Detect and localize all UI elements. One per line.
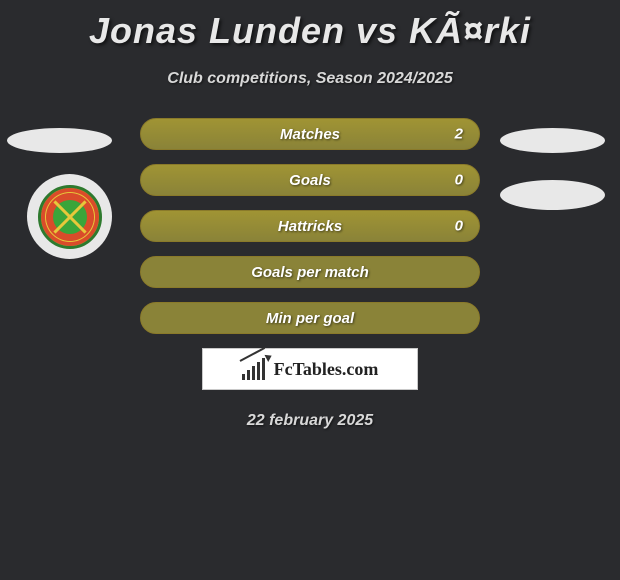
- date-label: 22 february 2025: [0, 412, 620, 430]
- stat-value: 0: [455, 218, 463, 235]
- stat-row-goals: Goals 0: [140, 164, 480, 196]
- player-right-placeholder-2: [500, 180, 605, 210]
- stat-row-min-per-goal: Min per goal: [140, 302, 480, 334]
- subtitle: Club competitions, Season 2024/2025: [0, 70, 620, 88]
- stat-row-hattricks: Hattricks 0: [140, 210, 480, 242]
- stat-label: Min per goal: [266, 310, 354, 327]
- stat-value: 0: [455, 172, 463, 189]
- stat-label: Goals per match: [251, 264, 369, 281]
- stat-label: Matches: [280, 126, 340, 143]
- club-badge: [27, 174, 112, 259]
- stat-value: 2: [455, 126, 463, 143]
- content-area: Matches 2 Goals 0 Hattricks 0 Goals per …: [0, 118, 620, 430]
- club-badge-emblem: [38, 185, 102, 249]
- player-right-placeholder-1: [500, 128, 605, 153]
- stat-row-goals-per-match: Goals per match: [140, 256, 480, 288]
- stat-label: Goals: [289, 172, 331, 189]
- brand-box[interactable]: FcTables.com: [202, 348, 418, 390]
- brand-text: FcTables.com: [274, 359, 379, 380]
- stat-row-matches: Matches 2: [140, 118, 480, 150]
- brand-chart-icon: [242, 358, 268, 380]
- player-left-placeholder-1: [7, 128, 112, 153]
- stat-rows: Matches 2 Goals 0 Hattricks 0 Goals per …: [140, 118, 480, 334]
- page-title: Jonas Lunden vs KÃ¤rki: [0, 0, 620, 52]
- stat-label: Hattricks: [278, 218, 342, 235]
